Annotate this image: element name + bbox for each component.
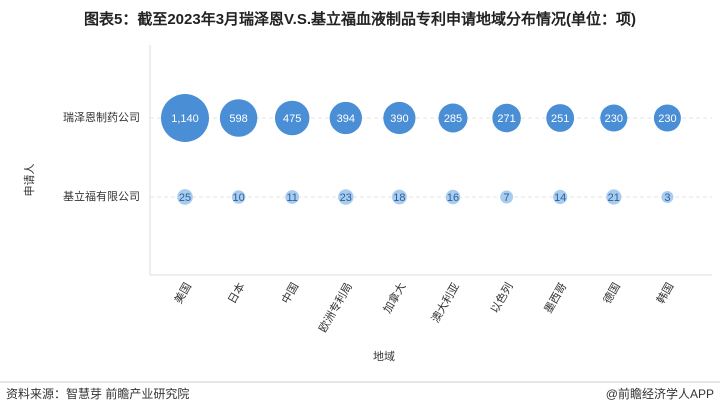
x-tick-label: 澳大利亚 [428,280,462,325]
x-tick-label: 加拿大 [380,280,409,316]
x-tick-label: 日本 [225,280,248,306]
data-label: 390 [390,113,408,125]
bubble [661,191,674,203]
x-tick-label: 欧洲专利局 [315,280,355,335]
data-label: 11 [286,192,297,204]
x-tick-label: 韩国 [653,280,676,306]
source: 资料来源：智慧芽 前瞻产业研究院 [6,386,189,401]
data-label: 271 [497,113,515,125]
bubble [438,103,468,133]
data-label: 21 [608,192,620,204]
x-tick-label: 中国 [279,280,301,306]
data-label: 1,140 [171,113,199,125]
bubble [285,190,300,204]
bubble [329,101,362,135]
bubble [274,100,310,136]
data-label: 251 [551,113,569,125]
bubble [553,189,568,205]
data-label: 230 [658,113,676,125]
y-tick-label: 基立福有限公司 [63,189,140,203]
data-label: 10 [232,192,244,204]
bubble [606,189,622,205]
bubble [653,104,681,132]
bubble [231,190,246,204]
bubble [161,94,209,142]
bubble [500,190,514,204]
chart-title: 图表5：截至2023年3月瑞泽恩V.S.基立福血液制品专利申请地域分布情况(单位… [84,10,636,28]
bubble [219,99,258,137]
data-label: 475 [283,113,301,125]
data-label: 3 [664,192,670,204]
bubble [338,189,354,205]
data-label: 230 [605,113,623,125]
credit: @前瞻经济学人APP [606,386,714,401]
x-axis-title: 地域 [373,350,395,363]
bubble [546,104,575,132]
y-tick-label: 瑞泽恩制药公司 [63,110,140,124]
data-label: 25 [179,192,191,204]
data-label: 16 [447,192,459,204]
data-label: 598 [229,113,247,125]
bubble [383,101,416,135]
x-tick-label: 以色列 [487,280,516,316]
data-label: 394 [337,113,355,125]
bubble [177,189,193,205]
bubble [392,189,407,205]
x-tick-label: 美国 [172,280,194,306]
data-label: 14 [554,192,566,204]
data-label: 23 [340,192,352,204]
data-label: 7 [504,192,510,204]
data-label: 18 [393,192,405,204]
x-tick-label: 德国 [600,280,623,306]
bubble [600,104,628,132]
x-tick-label: 墨西哥 [542,280,570,315]
y-axis-title: 申请人 [23,164,36,197]
bubble [445,189,461,205]
bubble [492,103,521,133]
data-label: 285 [444,113,462,125]
